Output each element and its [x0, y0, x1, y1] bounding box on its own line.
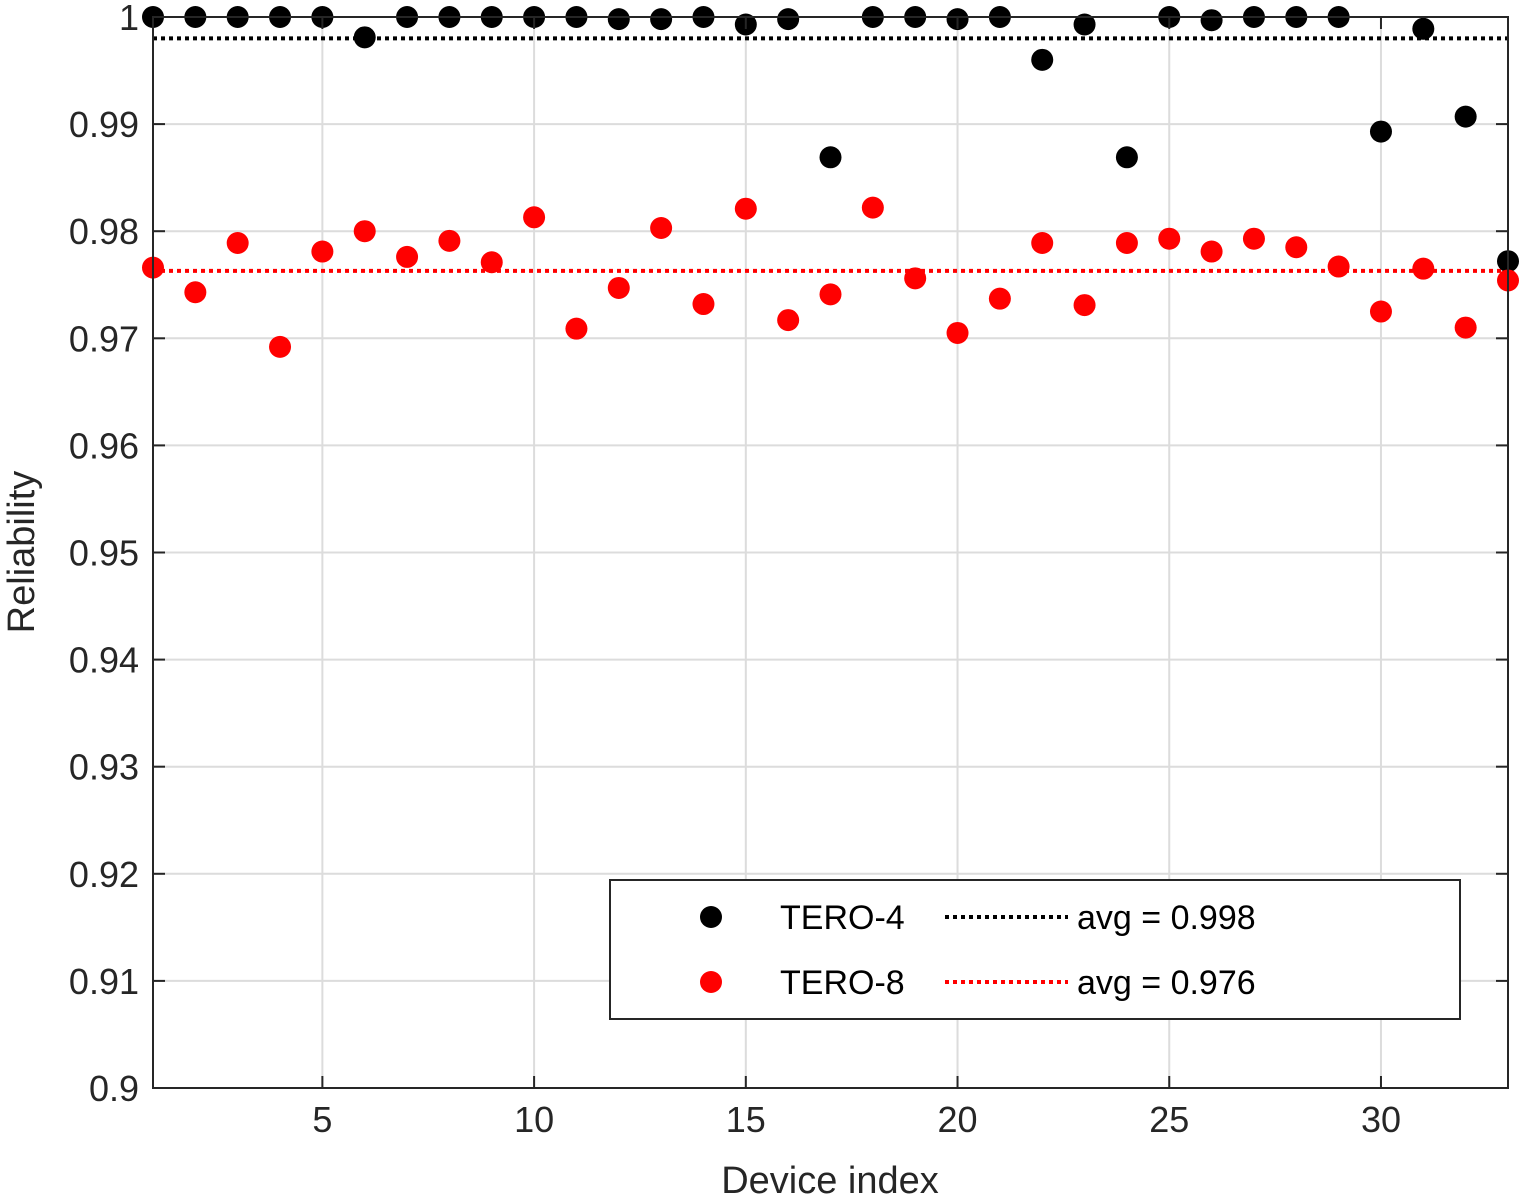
data-point-series-1	[1369, 120, 1392, 143]
data-point-series-2	[734, 197, 757, 220]
data-point-series-2	[988, 287, 1011, 310]
data-point-series-1	[607, 8, 630, 31]
data-point-series-1	[819, 146, 842, 169]
data-point-series-2	[1073, 294, 1096, 317]
axis-tick-labels: 5 10 15 20 25 30 0.9 0.91 0.92 0.93 0.94 0.95 0.96 0.…	[69, 0, 1401, 1140]
data-point-series-2	[904, 267, 927, 290]
y-tick-label: 0.99	[69, 104, 139, 145]
x-tick-label: 5	[312, 1099, 332, 1140]
data-point-series-2	[1031, 231, 1054, 254]
data-point-series-1	[777, 8, 800, 31]
data-point-series-2	[353, 220, 376, 243]
data-point-series-1	[1115, 146, 1138, 169]
data-point-series-2	[1242, 227, 1265, 250]
legend-label-tero-8: TERO-8	[780, 964, 905, 1002]
y-axis-label: Reliability	[1, 471, 43, 634]
x-tick-label: 20	[938, 1099, 978, 1140]
data-point-series-1	[1031, 48, 1054, 71]
data-point-series-1	[650, 8, 673, 31]
data-point-series-2	[1200, 240, 1223, 263]
y-tick-label: 0.98	[69, 211, 139, 252]
legend-marker-tero-8	[700, 971, 722, 993]
data-point-series-1	[1412, 17, 1435, 40]
data-point-series-2	[396, 245, 419, 268]
data-point-series-2	[1115, 231, 1138, 254]
legend-marker-tero-4	[700, 906, 722, 928]
data-point-series-2	[1327, 255, 1350, 278]
data-point-series-2	[1285, 236, 1308, 259]
data-point-series-2	[184, 281, 207, 304]
legend: TERO-4 avg = 0.998 TERO-8 avg = 0.976	[609, 879, 1461, 1020]
legend-avg-label-tero-4: avg = 0.998	[1077, 899, 1256, 937]
data-point-series-2	[819, 283, 842, 306]
data-point-series-2	[692, 293, 715, 316]
y-tick-label: 0.92	[69, 854, 139, 895]
x-tick-label: 15	[726, 1099, 766, 1140]
data-point-series-2	[311, 240, 334, 263]
data-point-series-2	[1369, 300, 1392, 323]
y-tick-label: 0.96	[69, 425, 139, 466]
axis-ticks	[153, 16, 1508, 1089]
data-point-series-2	[438, 229, 461, 252]
y-tick-label: 1	[119, 0, 139, 38]
x-tick-label: 30	[1361, 1099, 1401, 1140]
x-tick-label: 10	[514, 1099, 554, 1140]
x-tick-label: 25	[1149, 1099, 1189, 1140]
y-tick-label: 0.91	[69, 961, 139, 1002]
y-tick-label: 0.97	[69, 318, 139, 359]
data-point-series-2	[1412, 257, 1435, 280]
data-point-series-1	[1200, 9, 1223, 32]
data-point-series-2	[269, 335, 292, 358]
legend-avg-label-tero-8: avg = 0.976	[1077, 964, 1256, 1002]
data-points	[142, 6, 1519, 358]
y-tick-label: 0.95	[69, 533, 139, 574]
legend-label-tero-4: TERO-4	[780, 899, 905, 937]
y-tick-label: 0.9	[89, 1068, 139, 1109]
y-tick-label: 0.93	[69, 747, 139, 788]
data-point-series-2	[226, 231, 249, 254]
data-point-series-2	[565, 317, 588, 340]
data-point-series-2	[1454, 316, 1477, 339]
data-point-series-2	[1158, 227, 1181, 250]
data-point-series-2	[480, 251, 503, 274]
x-axis-label: Device index	[721, 1160, 939, 1199]
data-point-series-1	[1073, 13, 1096, 36]
data-point-series-1	[1454, 105, 1477, 128]
average-lines	[153, 36, 1508, 273]
data-point-series-1	[353, 26, 376, 49]
data-point-series-2	[523, 206, 546, 229]
legend-box	[609, 879, 1461, 1020]
data-point-series-2	[777, 309, 800, 332]
data-point-series-2	[607, 276, 630, 299]
y-tick-label: 0.94	[69, 640, 139, 681]
data-point-series-2	[946, 321, 969, 344]
grid-lines	[153, 16, 1508, 1089]
data-point-series-2	[650, 216, 673, 239]
data-point-series-2	[861, 196, 884, 219]
